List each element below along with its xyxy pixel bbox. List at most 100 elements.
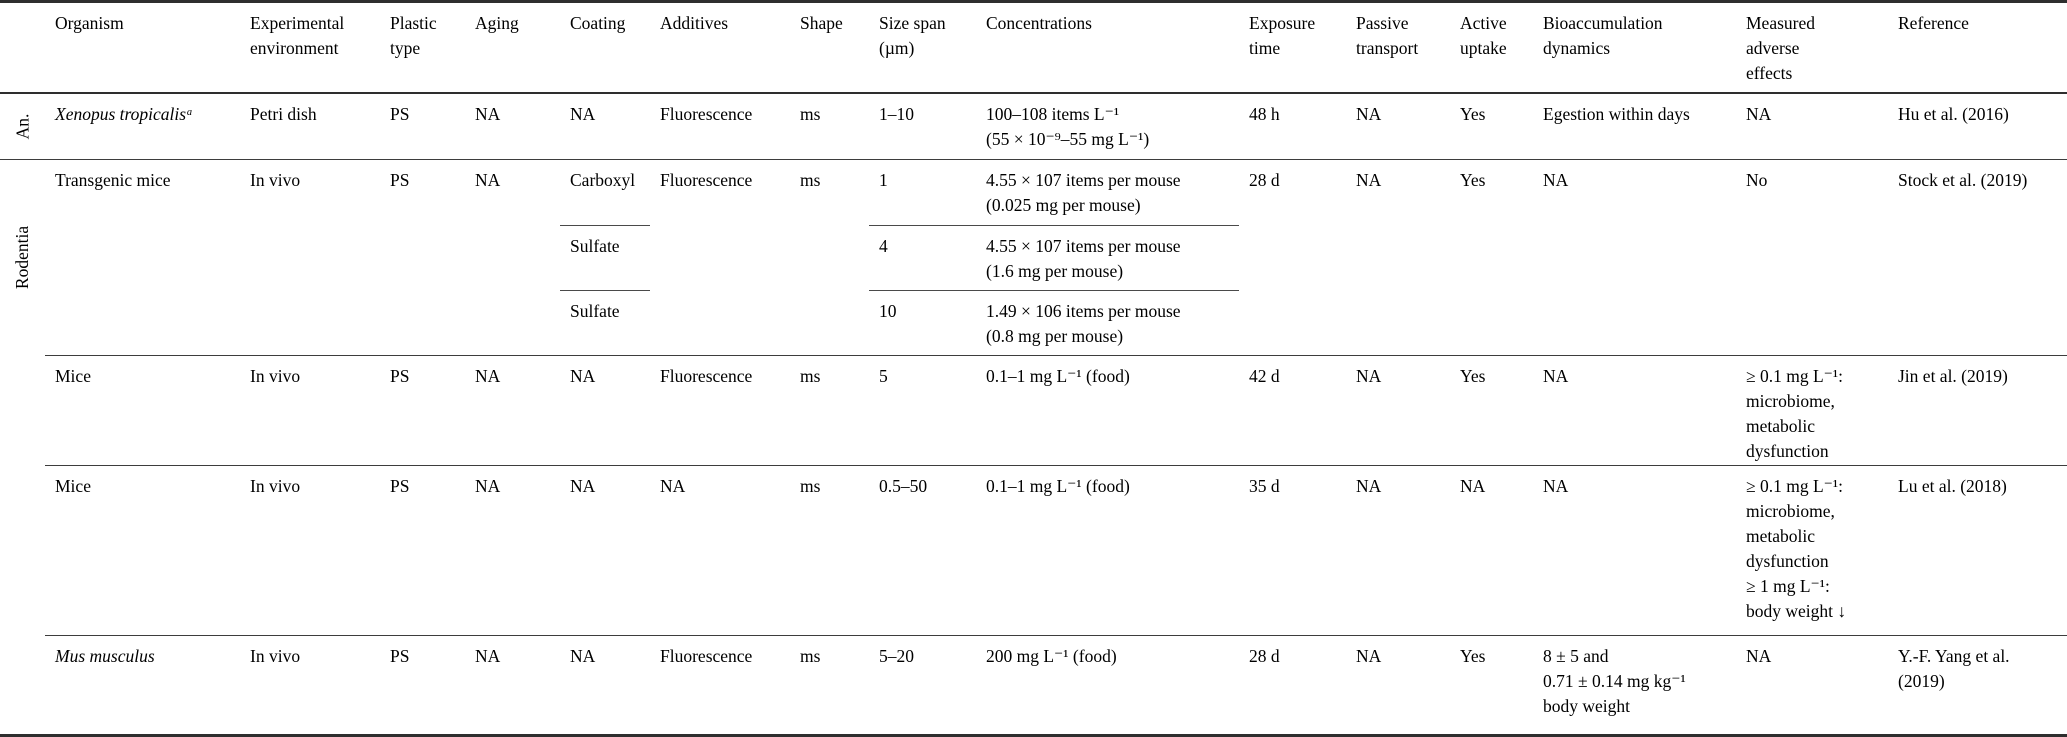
- header-size-span: Size span (µm): [879, 13, 946, 58]
- cell-measured-adverse-effects: ≥ 0.1 mg L⁻¹: microbiome, metabolic dysf…: [1746, 365, 1844, 461]
- cell-plastic-type: PS: [390, 475, 410, 496]
- group-label-rodentia-text: Rodentia: [12, 225, 32, 289]
- cell-additives: Fluorescence: [660, 645, 753, 666]
- header-additives: Additives: [660, 13, 729, 33]
- cell-active-uptake: Yes: [1460, 365, 1486, 386]
- cell-active-uptake: NA: [1460, 475, 1486, 496]
- cell-aging: NA: [475, 475, 501, 496]
- cell-passive-transport: NA: [1356, 365, 1382, 386]
- header-active-uptake: Active uptake: [1460, 13, 1507, 58]
- cell-coating-1: Carboxyl: [570, 169, 636, 190]
- header-organism: Organism: [55, 13, 124, 33]
- header-experimental-environment: Experimental environment: [250, 13, 345, 58]
- cell-shape: ms: [800, 169, 821, 190]
- group-label-amphibia-text: An.: [11, 113, 32, 139]
- cell-aging: NA: [475, 169, 501, 190]
- cell-bioaccumulation-dynamics: NA: [1543, 475, 1569, 496]
- cell-exposure-time: 48 h: [1249, 103, 1280, 124]
- cell-concentrations: 200 mg L⁻¹ (food): [986, 645, 1117, 666]
- cell-additives: NA: [660, 475, 686, 496]
- header-bioaccumulation-dynamics: Bioaccumulation dynamics: [1543, 13, 1663, 58]
- cell-organism: Mice: [55, 365, 91, 386]
- cell-shape: ms: [800, 475, 821, 496]
- cell-shape: ms: [800, 645, 821, 666]
- cell-bioaccumulation-dynamics: Egestion within days: [1543, 103, 1690, 124]
- cell-exposure-time: 42 d: [1249, 365, 1280, 386]
- header-passive-transport: Passive transport: [1356, 13, 1419, 58]
- cell-organism: Transgenic mice: [55, 169, 171, 190]
- cell-aging: NA: [475, 365, 501, 386]
- group-label-rodentia: Rodentia: [0, 160, 45, 355]
- cell-aging: NA: [475, 103, 501, 124]
- header-exposure-time: Exposure time: [1249, 13, 1316, 58]
- cell-active-uptake: Yes: [1460, 103, 1486, 124]
- header-measured-adverse-effects: Measured adverse effects: [1746, 13, 1816, 83]
- cell-concentrations: 100–108 items L⁻¹ (55 × 10⁻⁹–55 mg L⁻¹): [986, 103, 1150, 149]
- cell-concentrations: 4.55 × 107 items per mouse (0.025 mg per…: [986, 169, 1181, 215]
- cell-coating: NA: [570, 365, 596, 386]
- cell-aging: NA: [475, 645, 501, 666]
- cell-plastic-type: PS: [390, 169, 410, 190]
- cell-passive-transport: NA: [1356, 103, 1382, 124]
- cell-coating: NA: [570, 645, 596, 666]
- cell-reference: Lu et al. (2018): [1898, 475, 2007, 496]
- subrow-3: 10 1.49 × 106 items per mouse (0.8 mg pe…: [869, 289, 1239, 355]
- subrow-2: 4 4.55 × 107 items per mouse (1.6 mg per…: [869, 224, 1239, 290]
- table-row-mice-lu: Mice In vivo PS NA NA NA ms 0.5–50 0.1–1…: [45, 464, 2067, 635]
- table-row-mice-jin: Mice In vivo PS NA NA Fluorescence ms 5 …: [45, 354, 2067, 465]
- cell-organism: Mice: [55, 475, 91, 496]
- cell-coating: NA: [570, 475, 596, 496]
- cell-experimental-environment: In vivo: [250, 475, 301, 496]
- cell-passive-transport: NA: [1356, 475, 1382, 496]
- header-reference: Reference: [1898, 13, 1969, 33]
- table-row-mus-musculus: Mus musculus In vivo PS NA NA Fluorescen…: [45, 634, 2067, 735]
- cell-plastic-type: PS: [390, 103, 410, 124]
- cell-additives: Fluorescence: [660, 169, 753, 190]
- cell-measured-adverse-effects: NA: [1746, 645, 1772, 666]
- cell-size-span: 0.5–50: [879, 475, 928, 496]
- cell-shape: ms: [800, 103, 821, 124]
- cell-plastic-type: PS: [390, 365, 410, 386]
- group-amphibia: An. Xenopus tropicalisᵃ Petri dish PS NA…: [0, 94, 2067, 159]
- cell-size-span: 1–10: [879, 103, 914, 124]
- cell-reference: Stock et al. (2019): [1898, 169, 2028, 190]
- cell-active-uptake: Yes: [1460, 645, 1486, 666]
- cell-organism: Mus musculus: [55, 645, 155, 666]
- cell-size-span: 5: [879, 365, 888, 386]
- table-row-transgenic-mice: Transgenic mice In vivo PS NA Carboxyl S…: [45, 160, 2067, 355]
- cell-size-concentration-stack: 1 4.55 × 107 items per mouse (0.025 mg p…: [869, 160, 1239, 355]
- cell-active-uptake: Yes: [1460, 169, 1486, 190]
- header-group-label-spacer: [0, 3, 45, 92]
- cell-additives: Fluorescence: [660, 103, 753, 124]
- cell-bioaccumulation-dynamics: 8 ± 5 and 0.71 ± 0.14 mg kg⁻¹ body weigh…: [1543, 645, 1686, 716]
- cell-experimental-environment: In vivo: [250, 365, 301, 386]
- cell-shape: ms: [800, 365, 821, 386]
- cell-passive-transport: NA: [1356, 645, 1382, 666]
- cell-reference: Y.-F. Yang et al. (2019): [1898, 645, 2010, 691]
- cell-concentrations: 0.1–1 mg L⁻¹ (food): [986, 365, 1130, 386]
- cell-organism: Xenopus tropicalisᵃ: [55, 103, 194, 124]
- cell-additives: Fluorescence: [660, 365, 753, 386]
- cell-measured-adverse-effects: No: [1746, 169, 1768, 190]
- subrow-1: 1 4.55 × 107 items per mouse (0.025 mg p…: [869, 160, 1239, 225]
- cell-concentrations: 1.49 × 106 items per mouse (0.8 mg per m…: [986, 300, 1181, 346]
- cell-reference: Hu et al. (2016): [1898, 103, 2009, 124]
- cell-experimental-environment: Petri dish: [250, 103, 317, 124]
- table-row-xenopus: Xenopus tropicalisᵃ Petri dish PS NA NA …: [45, 94, 2015, 159]
- cell-size-span: 5–20: [879, 645, 914, 666]
- cell-passive-transport: NA: [1356, 169, 1382, 190]
- cell-bioaccumulation-dynamics: NA: [1543, 169, 1569, 190]
- header-coating: Coating: [570, 13, 626, 33]
- group-label-amphibia: An.: [0, 94, 45, 159]
- cell-coating-stack: Carboxyl Sulfate Sulfate: [560, 160, 650, 355]
- cell-size-span: 10: [879, 300, 897, 321]
- cell-measured-adverse-effects: NA: [1746, 103, 1772, 124]
- cell-bioaccumulation-dynamics: NA: [1543, 365, 1569, 386]
- cell-experimental-environment: In vivo: [250, 645, 301, 666]
- cell-experimental-environment: In vivo: [250, 169, 301, 190]
- cell-size-span: 1: [879, 169, 888, 190]
- header-concentrations: Concentrations: [986, 13, 1092, 33]
- cell-size-span: 4: [879, 235, 888, 256]
- cell-coating-3: Sulfate: [560, 289, 650, 355]
